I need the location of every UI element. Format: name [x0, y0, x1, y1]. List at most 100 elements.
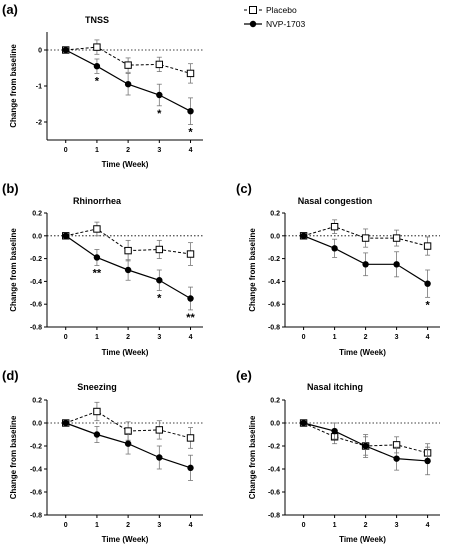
significance-marker: **: [93, 267, 102, 279]
data-point: [156, 454, 163, 461]
x-tick-label: 2: [364, 334, 368, 341]
series-placebo: [299, 219, 432, 256]
panel-letter: (c): [236, 181, 252, 196]
data-point: [393, 261, 400, 268]
x-tick-label: 0: [302, 522, 306, 529]
y-tick-label: -0.4: [30, 279, 42, 286]
x-tick-label: 0: [302, 334, 306, 341]
data-point: [423, 242, 432, 250]
data-point: [186, 250, 195, 258]
chart-title: Nasal congestion: [298, 196, 373, 206]
chart-panel-e: (e) Nasal itching 0.2 0.0 -0.2 -0.4 -0.6 -0.8 0 1…: [236, 368, 440, 544]
x-tick-label: 2: [364, 522, 368, 529]
y-tick-label: -2: [36, 120, 42, 127]
data-point: [187, 295, 194, 302]
x-tick-label: 2: [126, 334, 130, 341]
data-point: [93, 43, 101, 51]
x-tick-label: 3: [157, 522, 161, 529]
data-point: [187, 464, 194, 472]
data-point: [362, 442, 369, 450]
data-point: [300, 232, 307, 239]
legend: Placebo NVP-1703: [244, 5, 305, 29]
significance-marker: *: [425, 299, 430, 311]
x-tick-label: 0: [64, 147, 68, 154]
x-tick-label: 3: [157, 334, 161, 341]
y-tick-label: -1: [36, 84, 42, 91]
chart-title: Nasal itching: [307, 382, 363, 392]
x-tick-label: 0: [64, 334, 68, 341]
data-point: [330, 222, 339, 231]
data-point: [186, 69, 195, 78]
y-tick-label: -0.8: [30, 325, 42, 332]
y-tick-label: -0.2: [268, 256, 280, 263]
y-tick-label: -0.8: [268, 325, 280, 332]
data-point: [124, 266, 132, 274]
x-tick-label: 3: [395, 334, 399, 341]
y-tick-label: 0.0: [32, 421, 42, 428]
x-tick-label: 2: [126, 147, 130, 154]
panel-letter: (b): [2, 181, 19, 196]
y-tick-label: 0.0: [270, 421, 280, 428]
data-point: [362, 261, 369, 268]
chart-panel-a: (a) TNSS 0 -1 -2 0 1 2 3 4 Time (Week) Change from …: [2, 2, 203, 169]
x-axis-label: Time (Week): [339, 348, 386, 357]
data-point: [155, 60, 164, 69]
data-point: [424, 280, 431, 287]
x-tick-label: 4: [189, 522, 193, 529]
data-point: [300, 419, 307, 427]
chart-panel-c: (c) Nasal congestion 0.2 0.0 -0.2 -0.4 -0.6 -0.…: [236, 181, 440, 357]
y-axis-label: Change from baseline: [9, 415, 18, 499]
x-tick-label: 4: [189, 334, 193, 341]
y-axis-label: Change from baseline: [9, 44, 18, 128]
significance-marker: **: [186, 312, 195, 324]
y-tick-label: -0.6: [30, 490, 42, 497]
legend-placebo-label: Placebo: [266, 5, 297, 15]
x-tick-label: 4: [426, 334, 430, 341]
y-tick-label: -0.2: [30, 256, 42, 263]
data-point: [331, 245, 338, 252]
series-nvp-1703: [300, 419, 431, 476]
series-nvp-1703: [300, 232, 431, 298]
x-tick-label: 0: [64, 522, 68, 529]
data-point: [361, 234, 370, 242]
x-axis-label: Time (Week): [102, 160, 149, 169]
x-tick-label: 4: [426, 522, 430, 529]
y-tick-label: -0.4: [268, 279, 280, 286]
y-axis-label: Change from baseline: [248, 415, 257, 499]
chart-panel-d: (d) Sneezing 0.2 0.0 -0.2 -0.4 -0.6 -0.8 0 1 2 3 4 Ti…: [2, 368, 203, 544]
y-axis-label: Change from baseline: [9, 228, 18, 312]
x-tick-label: 4: [189, 147, 193, 154]
series-nvp-1703: [62, 46, 194, 125]
y-axis-label: Change from baseline: [248, 228, 257, 312]
x-tick-label: 1: [95, 522, 99, 529]
data-point: [155, 426, 164, 434]
significance-marker: *: [157, 108, 162, 120]
data-point: [156, 91, 163, 99]
series-placebo: [62, 221, 195, 266]
data-point: [93, 254, 101, 261]
data-point: [186, 434, 195, 442]
data-point: [424, 457, 431, 465]
y-tick-label: -0.4: [268, 467, 280, 474]
x-axis-label: Time (Week): [102, 348, 149, 357]
y-tick-label: 0.2: [270, 211, 280, 218]
data-point: [187, 108, 194, 115]
data-point: [156, 277, 163, 284]
y-tick-label: 0: [38, 48, 42, 55]
series-nvp-1703: [62, 232, 194, 311]
significance-marker: *: [95, 75, 100, 87]
y-tick-label: -0.6: [268, 490, 280, 497]
series-line: [65, 228, 191, 255]
data-point: [124, 81, 132, 88]
data-point: [62, 419, 69, 427]
chart-title: TNSS: [85, 15, 109, 25]
panel-letter: (e): [236, 368, 252, 383]
data-point: [124, 61, 132, 69]
x-tick-label: 1: [95, 334, 99, 341]
y-tick-label: -0.4: [30, 467, 42, 474]
y-tick-label: 0.0: [270, 233, 280, 240]
legend-active-marker: [244, 20, 262, 28]
chart-title: Sneezing: [77, 382, 117, 392]
data-point: [93, 407, 101, 416]
y-tick-label: -0.6: [268, 302, 280, 309]
